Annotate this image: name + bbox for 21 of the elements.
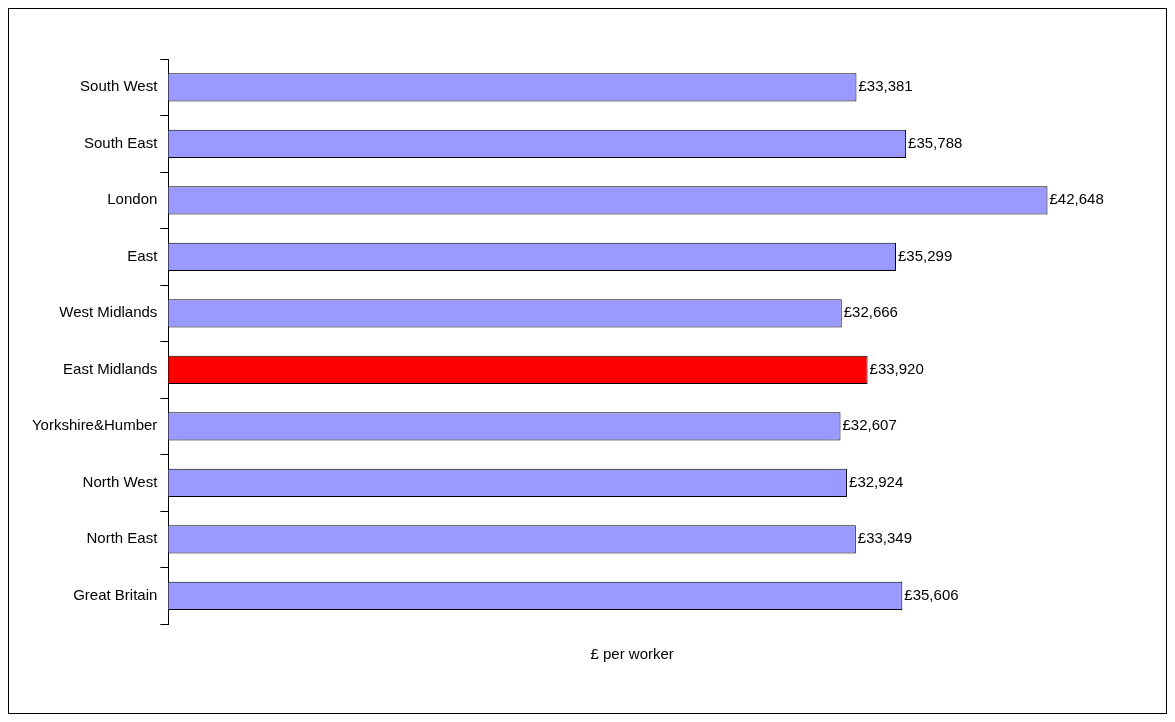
y-tick-label: London [107, 190, 158, 208]
data-label: £32,924 [849, 472, 904, 490]
data-label: £33,349 [857, 529, 913, 547]
y-tick-label: West Midlands [59, 303, 158, 321]
data-label: £35,299 [898, 246, 953, 264]
data-label: £33,381 [858, 77, 913, 95]
y-tick-label: South East [83, 133, 159, 151]
y-tick-label: South West [80, 77, 159, 95]
data-label: £42,648 [1049, 190, 1104, 208]
data-label: £35,788 [908, 133, 963, 151]
y-tick-label: North West [82, 472, 159, 490]
data-label: £32,666 [843, 303, 898, 321]
x-axis-title: £ per worker [590, 645, 674, 663]
y-tick-label: East Midlands [63, 359, 158, 377]
y-tick-label: North East [86, 529, 159, 547]
y-tick-label: Great Britain [73, 585, 158, 603]
data-label: £32,607 [842, 416, 897, 434]
data-label: £35,606 [904, 585, 959, 603]
y-tick-label: East [127, 246, 159, 264]
data-label: £33,920 [869, 359, 924, 377]
y-tick-label: Yorkshire&Humber [31, 416, 158, 434]
